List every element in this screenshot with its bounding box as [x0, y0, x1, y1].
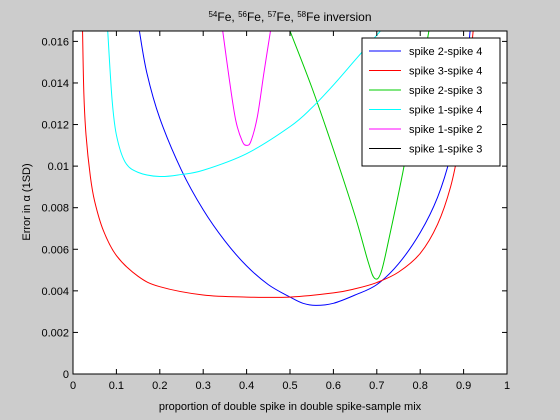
series-line-spike-1-spike-2 [222, 31, 271, 146]
title-text-part: Fe, [217, 10, 238, 24]
x-tick-label: 0.8 [413, 380, 428, 392]
y-tick-label: 0 [63, 369, 69, 381]
y-tick-label: 0.014 [41, 78, 69, 90]
x-tick-label: 0.4 [239, 380, 254, 392]
x-tick-label: 0.1 [109, 380, 124, 392]
y-axis-label: Error in α (1SD) [21, 163, 33, 240]
y-axis: 0 0.002 0.004 0.006 0.008 0.01 0.012 0.014 0.016 [41, 36, 507, 381]
x-tick-label: 0.9 [456, 380, 471, 392]
y-tick-label: 0.01 [48, 161, 69, 173]
x-tick-label: 0 [70, 380, 76, 392]
title-superscript: 54 [208, 10, 217, 19]
legend: spike 2-spike 4 spike 3-spike 4 spike 2-sp… [361, 37, 501, 167]
title-text-part: Fe inversion [306, 10, 371, 24]
x-tick-label: 0.6 [326, 380, 341, 392]
x-tick-label: 0.5 [282, 380, 297, 392]
title-text-part: Fe, [247, 10, 268, 24]
series-line-spike-3-spike-4 [82, 31, 474, 298]
title-superscript: 56 [238, 10, 247, 19]
title-superscript: 57 [268, 10, 277, 19]
x-tick-label: 1 [504, 380, 510, 392]
legend-label-spike-2-spike-4: spike 2-spike 4 [409, 46, 482, 58]
x-axis-label: proportion of double spike in double spi… [159, 401, 422, 413]
x-tick-label: 0.7 [369, 380, 384, 392]
x-tick-label: 0.2 [152, 380, 167, 392]
y-tick-label: 0.004 [41, 286, 69, 298]
legend-label-spike-1-spike-3: spike 1-spike 3 [409, 144, 482, 156]
y-tick-label: 0.002 [41, 327, 69, 339]
y-tick-label: 0.008 [41, 203, 69, 215]
title-superscript: 58 [297, 10, 306, 19]
legend-label-spike-1-spike-2: spike 1-spike 2 [409, 124, 482, 136]
x-axis: 0 0.1 0.2 0.3 0.4 0.5 0.6 0.7 0.8 0.9 1 [70, 31, 510, 392]
y-tick-label: 0.016 [41, 36, 69, 48]
legend-label-spike-2-spike-3: spike 2-spike 3 [409, 85, 482, 97]
x-tick-label: 0.3 [196, 380, 211, 392]
legend-label-spike-1-spike-4: spike 1-spike 4 [409, 105, 482, 117]
series-line-spike-1-spike-4 [107, 31, 382, 178]
legend-box [361, 37, 501, 167]
legend-label-spike-3-spike-4: spike 3-spike 4 [409, 66, 482, 78]
y-tick-label: 0.012 [41, 120, 69, 132]
chart-title: 54Fe, 56Fe, 57Fe, 58Fe inversion [208, 10, 371, 25]
y-tick-label: 0.006 [41, 244, 69, 256]
title-text-part: Fe, [277, 10, 298, 24]
